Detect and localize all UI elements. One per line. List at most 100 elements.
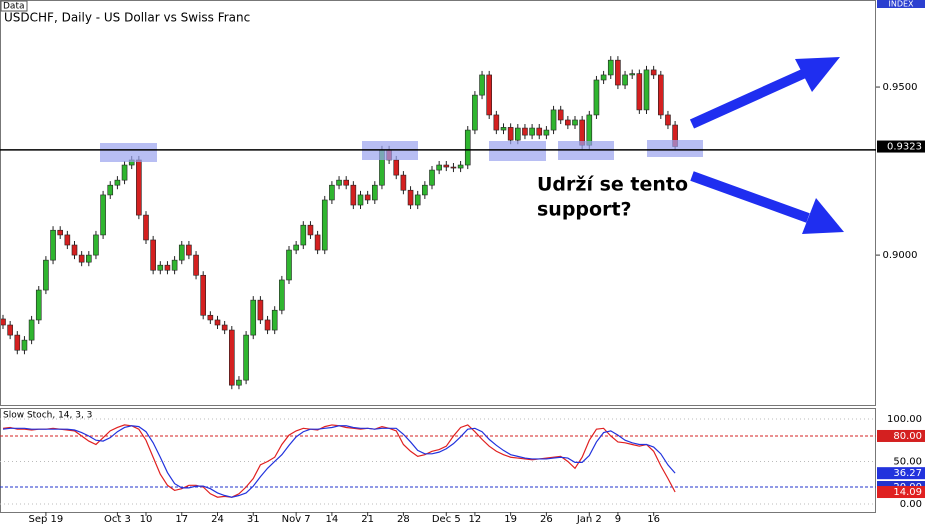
- x-tick-label: 14: [326, 514, 339, 525]
- candle-body: [364, 194, 371, 201]
- candle-body: [622, 74, 628, 86]
- last-value-label: 36.27: [893, 468, 922, 479]
- candle-body: [307, 224, 314, 236]
- candle-body: [650, 69, 657, 76]
- y-tick-label: 0.9000: [883, 250, 918, 261]
- candle-body: [279, 279, 285, 311]
- candle-body: [400, 174, 407, 191]
- candle-body: [0, 318, 6, 326]
- candle-body: [422, 184, 428, 196]
- annotation: Udrží se tento: [537, 174, 688, 196]
- candle-body: [350, 184, 357, 206]
- candle-body: [14, 334, 21, 351]
- x-tick-label: 31: [247, 514, 260, 525]
- arrow-head: [795, 57, 840, 92]
- candle-body: [665, 114, 671, 126]
- candle-body: [257, 299, 264, 321]
- candle-body: [43, 259, 49, 291]
- x-tick-label: Jan 2: [576, 514, 602, 525]
- candle-body: [357, 194, 364, 206]
- candle-body: [229, 329, 235, 386]
- candle-body: [221, 324, 228, 331]
- candle-body: [164, 264, 171, 271]
- candle-body: [572, 119, 578, 126]
- candle-body: [35, 289, 42, 321]
- candle-body: [593, 79, 600, 116]
- candle-body: [407, 189, 414, 206]
- x-tick-label: 16: [647, 514, 660, 525]
- candle-body: [93, 234, 99, 256]
- stoch-line: [2, 425, 676, 498]
- candle-body: [493, 114, 500, 131]
- candle-body: [286, 249, 292, 281]
- candle-body: [136, 159, 142, 216]
- candle-body: [529, 127, 535, 136]
- stoch-title-box: [1, 409, 93, 420]
- data-label: Data: [3, 2, 25, 12]
- x-tick-label: 9: [615, 514, 621, 525]
- candle-body: [336, 179, 342, 186]
- candle-body: [414, 194, 421, 206]
- candle-body: [71, 244, 78, 256]
- stoch-panel-border: [0, 408, 876, 513]
- candle-body: [50, 229, 56, 261]
- candle-body: [264, 319, 271, 331]
- x-tick-label: 21: [361, 514, 374, 525]
- candle-body: [443, 164, 450, 168]
- candle-body: [200, 274, 206, 316]
- candle-body: [393, 159, 400, 176]
- candle-body: [522, 127, 528, 136]
- candle-body: [236, 379, 242, 386]
- candle-body: [550, 109, 557, 131]
- highlight-box: [489, 141, 546, 161]
- candle-body: [472, 94, 478, 131]
- candle-body: [500, 127, 507, 131]
- candle-body: [271, 309, 278, 331]
- y-tick-label: 100.00: [887, 414, 922, 425]
- candle-body: [57, 229, 64, 236]
- candle-body: [486, 74, 493, 116]
- candle-body: [243, 334, 249, 381]
- last-value-box: [877, 486, 925, 499]
- candle-body: [586, 114, 593, 146]
- candle-body: [250, 299, 257, 336]
- candle-body: [643, 69, 650, 111]
- annotation: support?: [537, 199, 632, 221]
- data-label-box: [0, 0, 28, 12]
- y-tick-label: 0.9500: [883, 82, 918, 93]
- candle-body: [615, 59, 621, 86]
- candle-body: [171, 259, 178, 271]
- candle-body: [314, 234, 321, 251]
- candle-body: [429, 169, 435, 186]
- level-box: [877, 429, 925, 442]
- stoch-title: Slow Stoch, 14, 3, 3: [3, 411, 92, 421]
- current-price-box: [877, 140, 925, 153]
- candle-body: [329, 184, 335, 201]
- candle-body: [321, 199, 328, 251]
- chart-title: USDCHF, Daily - US Dollar vs Swiss Franc: [4, 11, 250, 25]
- candle-body: [300, 224, 307, 246]
- candle-body: [450, 166, 457, 169]
- arrows: [689, 57, 844, 234]
- candle-body: [536, 127, 543, 136]
- candle-body: [436, 164, 442, 171]
- candle-body: [186, 244, 192, 256]
- candle-body: [207, 314, 214, 321]
- x-tick-label: Dec 5: [432, 514, 461, 525]
- x-tick-label: 12: [469, 514, 482, 525]
- main-panel-border: [0, 0, 876, 406]
- candle-body: [178, 244, 185, 261]
- axis-label: INDEX: [888, 0, 914, 9]
- candle-body: [636, 73, 643, 111]
- candle-body: [600, 74, 607, 81]
- candle-body: [479, 74, 485, 96]
- last-value-label: 14.09: [893, 487, 922, 498]
- candle-body: [214, 319, 221, 326]
- candle-body: [507, 127, 514, 141]
- highlight-box: [100, 143, 157, 162]
- candle-body: [121, 164, 128, 181]
- candle-body: [343, 179, 350, 186]
- candle-body: [565, 119, 571, 126]
